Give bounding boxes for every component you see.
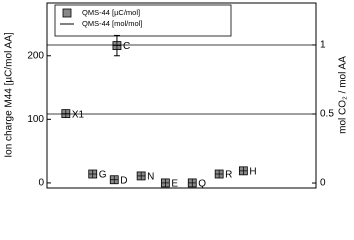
legend-label: QMS-44 [mol/mol]	[82, 19, 142, 28]
y-tick-label: 0	[38, 178, 44, 189]
point-label: X1	[72, 109, 85, 120]
legend-box	[54, 4, 232, 37]
y2-tick-label: 0	[320, 178, 326, 189]
y-tick-label: 200	[27, 50, 44, 61]
point-label: H	[249, 166, 256, 177]
point-label: G	[99, 170, 107, 181]
point-label: E	[171, 179, 178, 190]
point-label: Q	[198, 179, 206, 190]
legend-swatch	[62, 8, 72, 18]
point-label: N	[147, 172, 154, 183]
y2-tick-label: 0.5	[320, 109, 334, 120]
legend-label: QMS-44 [µC/mol]	[82, 8, 140, 17]
y2-axis-label: mol CO₂ / mol AA	[338, 56, 349, 134]
y2-tick-label: 1	[320, 40, 326, 51]
point-label: D	[120, 175, 127, 186]
point-label: R	[225, 170, 232, 181]
chart: Ion charge M44 [µC/mol AA] mol CO₂ / mol…	[4, 2, 349, 190]
y-axis-label: Ion charge M44 [µC/mol AA]	[4, 32, 15, 157]
point-label: C	[123, 41, 130, 52]
y-tick-label: 100	[27, 114, 44, 125]
plot-frame	[46, 2, 317, 189]
